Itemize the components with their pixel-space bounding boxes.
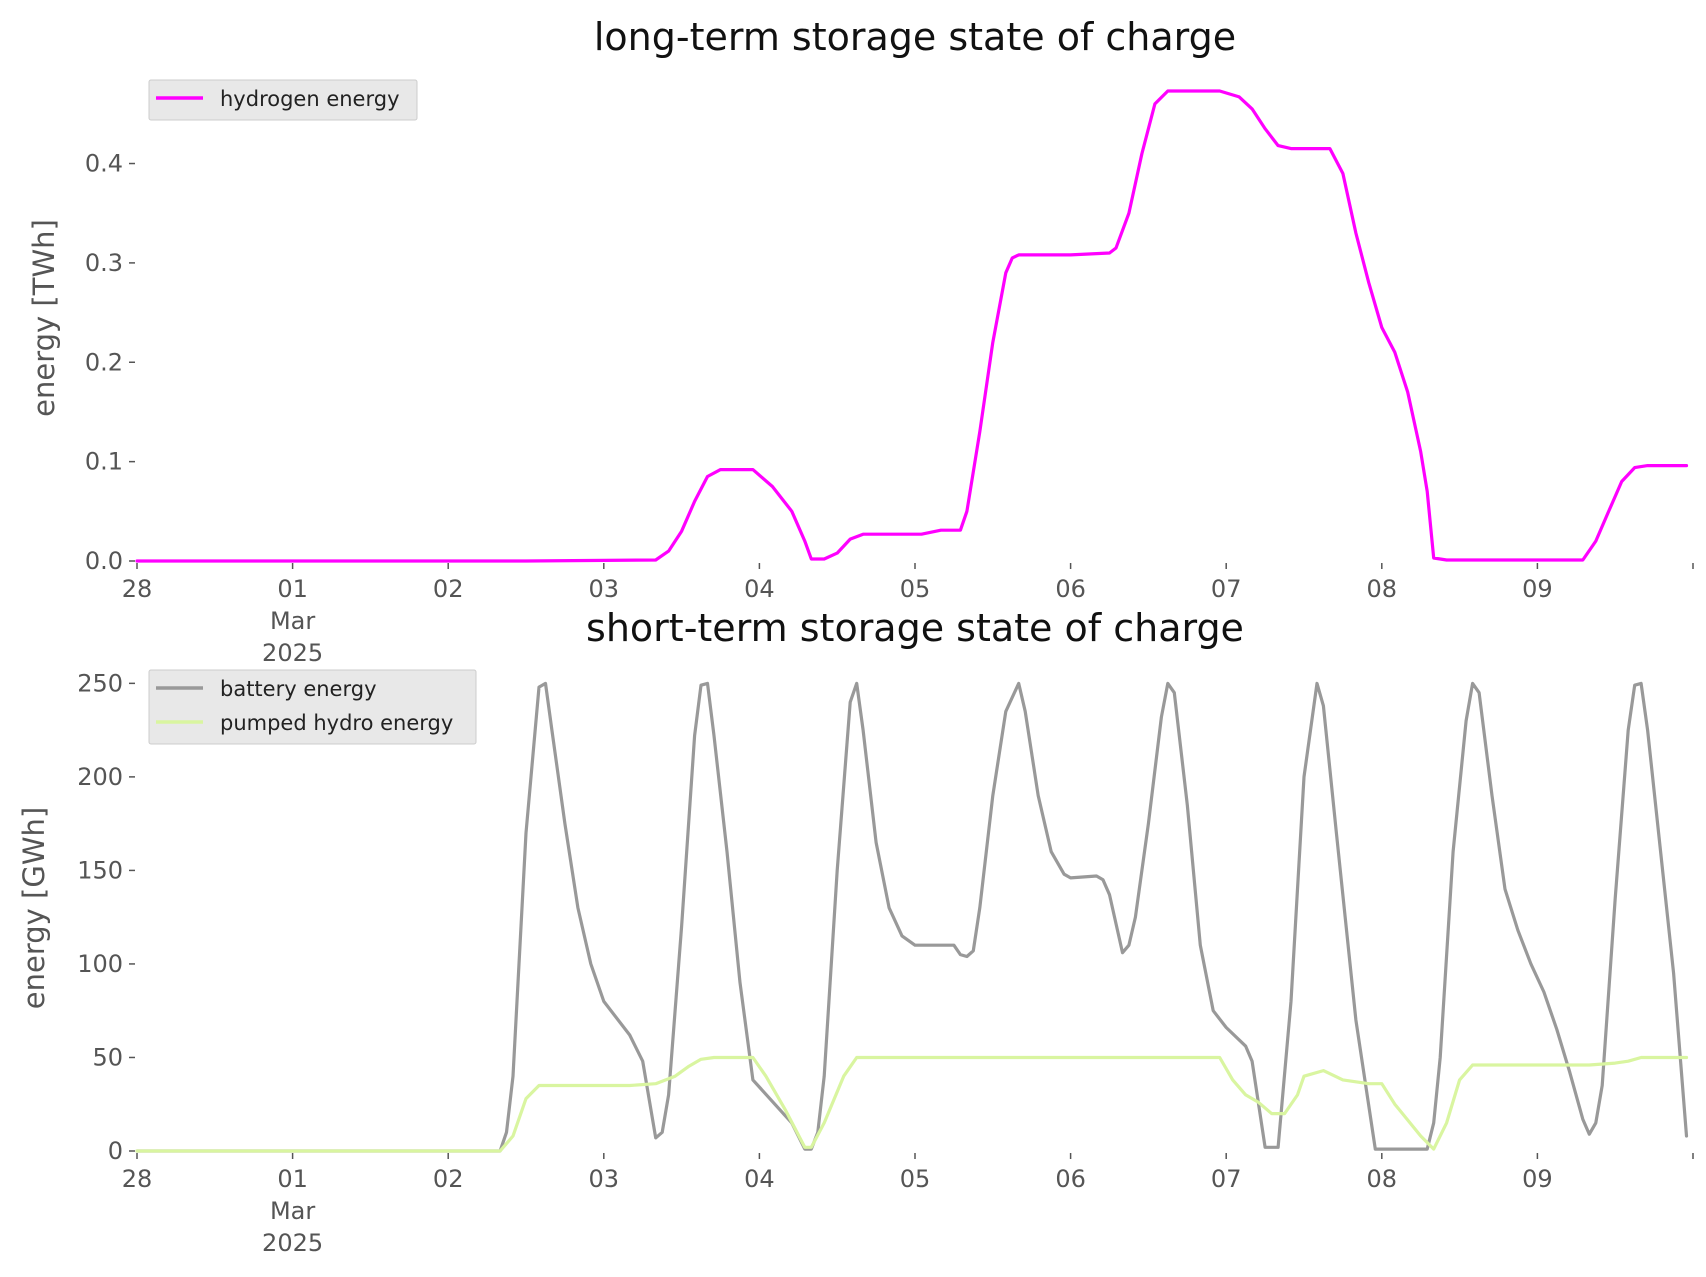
xtick-label: 07 bbox=[1211, 1165, 1242, 1193]
series-line-pumped-hydro-energy bbox=[135, 1055, 1689, 1153]
ytick-label: 100 bbox=[77, 950, 123, 978]
xtick-label: 03 bbox=[589, 575, 620, 603]
top-chart-yticks: 0.0 0.1 0.2 0.3 0.4 bbox=[85, 150, 135, 575]
xtick-label: 05 bbox=[900, 575, 931, 603]
xtick-label: 02 bbox=[433, 1165, 464, 1193]
top-legend-box bbox=[148, 79, 418, 121]
xtick-label: 28 bbox=[122, 1165, 153, 1193]
xtick-label: 09 bbox=[1522, 575, 1553, 603]
top-chart-ylabel: energy [TWh] bbox=[27, 219, 61, 417]
ytick-label: 0.2 bbox=[85, 348, 123, 376]
xtick-label: 07 bbox=[1211, 575, 1242, 603]
top-chart-xticks: 28 01 02 03 04 05 06 07 08 09 Mar 2025 bbox=[122, 563, 1694, 667]
xtick-label: 28 bbox=[122, 575, 153, 603]
xtick-label: 09 bbox=[1522, 1165, 1553, 1193]
ytick-label: 200 bbox=[77, 763, 123, 791]
ytick-label: 150 bbox=[77, 856, 123, 884]
bottom-chart-panel: short-term storage state of charge energ… bbox=[17, 606, 1694, 1257]
ytick-label: 0.0 bbox=[85, 547, 123, 575]
xtick-label: 01 bbox=[277, 1165, 308, 1193]
xtick-label: 05 bbox=[900, 1165, 931, 1193]
top-chart-series bbox=[135, 89, 1689, 563]
xtick-label: 01 bbox=[277, 575, 308, 603]
ytick-label: 50 bbox=[92, 1043, 123, 1071]
xtick-sublabel: Mar bbox=[270, 607, 315, 635]
bottom-chart-ylabel: energy [GWh] bbox=[17, 807, 51, 1009]
xtick-label: 04 bbox=[744, 1165, 775, 1193]
xtick-label: 08 bbox=[1367, 575, 1398, 603]
xtick-label: 03 bbox=[589, 1165, 620, 1193]
legend-label-battery: battery energy bbox=[220, 677, 377, 701]
top-chart-legend: hydrogen energy bbox=[148, 79, 418, 121]
bottom-chart-yticks: 0 50 100 150 200 250 bbox=[77, 669, 135, 1165]
bottom-legend-box bbox=[148, 669, 477, 745]
xtick-label: 04 bbox=[744, 575, 775, 603]
bottom-chart-title: short-term storage state of charge bbox=[586, 606, 1244, 650]
xtick-sublabel: Mar bbox=[270, 1197, 315, 1225]
xtick-label: 08 bbox=[1367, 1165, 1398, 1193]
xtick-label: 06 bbox=[1055, 575, 1086, 603]
ytick-label: 0.3 bbox=[85, 249, 123, 277]
series-line-hydrogen-energy bbox=[135, 89, 1689, 563]
legend-label-pumped-hydro: pumped hydro energy bbox=[220, 711, 453, 735]
ytick-label: 0.1 bbox=[85, 448, 123, 476]
series-line-battery-energy bbox=[135, 681, 1689, 1153]
xtick-sublabel: 2025 bbox=[262, 639, 323, 667]
bottom-chart-xticks: 28 01 02 03 04 05 06 07 08 09 Mar 2025 bbox=[122, 1153, 1694, 1257]
bottom-chart-legend: battery energy pumped hydro energy bbox=[148, 669, 477, 745]
xtick-sublabel: 2025 bbox=[262, 1229, 323, 1257]
ytick-label: 250 bbox=[77, 669, 123, 697]
xtick-label: 06 bbox=[1055, 1165, 1086, 1193]
ytick-label: 0.4 bbox=[85, 150, 123, 178]
top-chart-panel: long-term storage state of charge energy… bbox=[27, 15, 1694, 667]
ytick-label: 0 bbox=[108, 1137, 123, 1165]
legend-label-hydrogen: hydrogen energy bbox=[220, 87, 400, 111]
bottom-chart-series bbox=[135, 681, 1689, 1153]
xtick-label: 02 bbox=[433, 575, 464, 603]
top-chart-title: long-term storage state of charge bbox=[594, 15, 1236, 59]
